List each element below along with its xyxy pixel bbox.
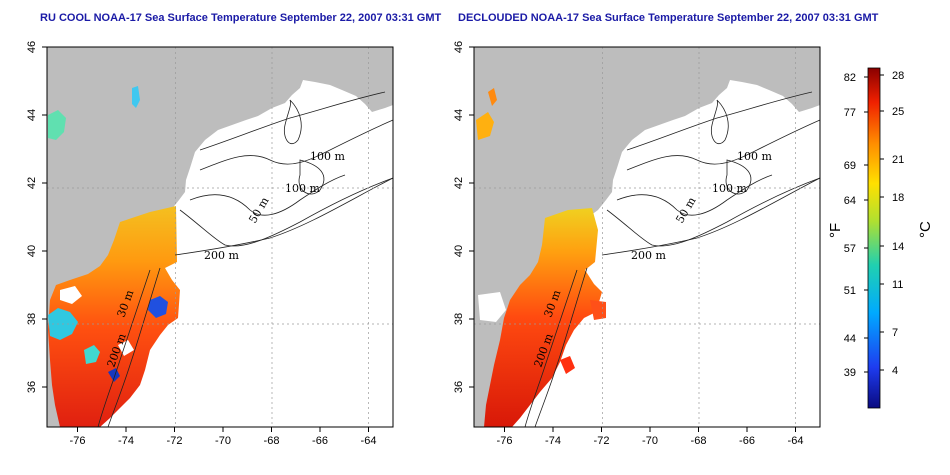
- sst-cool-patch: [84, 345, 100, 364]
- latitude-tick-label: 36: [26, 381, 38, 393]
- fahrenheit-tick-label: 77: [844, 107, 856, 119]
- sst-cool-patch: [132, 86, 140, 108]
- contour-label: 100 m: [737, 150, 772, 163]
- land-mass: [474, 47, 820, 427]
- axes-layer: -76 -74 -72 -70 -68 -66 -64 46 44 42 40 38 36 -76 -74 -…: [26, 41, 803, 447]
- land-mass: [47, 47, 393, 427]
- contour-label: 100 m: [285, 182, 320, 195]
- celsius-unit-label: °C: [917, 221, 934, 238]
- sst-swath-warm: [48, 206, 180, 427]
- bathymetry-contours: [97, 91, 394, 428]
- celsius-tick-label: 18: [892, 192, 904, 204]
- cloud-patch: [478, 292, 506, 322]
- fahrenheit-tick-label: 57: [844, 243, 856, 255]
- left-map-panel: 100 m 100 m 50 m 200 m 30 m 200 m: [46, 46, 394, 428]
- sst-cool-patch: [48, 110, 66, 140]
- longitude-tick-label: -66: [739, 435, 755, 447]
- celsius-tick-label: 11: [892, 279, 903, 291]
- right-map-panel: 100 m 100 m 50 m 200 m 30 m 200 m: [473, 46, 821, 428]
- sst-warm-patch: [488, 88, 497, 106]
- latitude-tick-label: 42: [453, 177, 465, 189]
- fahrenheit-tick-label: 39: [844, 367, 856, 379]
- bathymetry-contours: [524, 91, 821, 428]
- contour-label: 200 m: [204, 249, 239, 262]
- right-panel-title: DECLOUDED NOAA-17 Sea Surface Temperatur…: [458, 12, 879, 24]
- map-gridlines: [474, 47, 820, 427]
- fahrenheit-unit-label: °F: [827, 223, 844, 238]
- sst-cool-patch: [148, 296, 168, 318]
- fahrenheit-tick-label: 51: [844, 285, 856, 297]
- sst-warm-patch: [590, 300, 606, 320]
- celsius-tick-label: 7: [892, 327, 898, 339]
- longitude-tick-label: -76: [70, 435, 86, 447]
- celsius-tick-label: 28: [892, 70, 904, 82]
- longitude-tick-label: -74: [545, 435, 561, 447]
- fahrenheit-tick-label: 82: [844, 72, 856, 84]
- longitude-tick-label: -64: [361, 435, 377, 447]
- celsius-tick-label: 25: [892, 106, 904, 118]
- longitude-tick-label: -76: [497, 435, 513, 447]
- longitude-tick-label: -70: [215, 435, 231, 447]
- contour-label: 100 m: [310, 150, 345, 163]
- longitude-tick-label: -72: [167, 435, 183, 447]
- latitude-tick-label: 44: [453, 109, 465, 121]
- cloud-patch: [118, 340, 134, 356]
- longitude-tick-label: -72: [594, 435, 610, 447]
- contour-label: 200 m: [631, 249, 666, 262]
- latitude-tick-label: 46: [453, 41, 465, 53]
- sst-warm-patch: [560, 356, 575, 374]
- fahrenheit-tick-label: 44: [844, 333, 856, 345]
- sst-warm-patch: [476, 112, 494, 140]
- cloud-patch: [60, 286, 82, 304]
- sst-cool-patch: [108, 368, 120, 382]
- longitude-tick-label: -64: [788, 435, 804, 447]
- longitude-tick-label: -74: [118, 435, 134, 447]
- fahrenheit-tick-label: 69: [844, 160, 856, 172]
- longitude-tick-label: -68: [691, 435, 707, 447]
- longitude-tick-label: -70: [642, 435, 658, 447]
- colorbar-ticks: 82 77 69 64 57 51 44 39 28 25 21 18 14 11 7 4: [844, 70, 905, 379]
- map-frame: [473, 46, 821, 428]
- map-gridlines: [47, 47, 393, 427]
- latitude-tick-label: 38: [453, 313, 465, 325]
- contour-label: 100 m: [712, 182, 747, 195]
- map-frame: [46, 46, 394, 428]
- latitude-tick-label: 36: [453, 381, 465, 393]
- latitude-tick-label: 42: [26, 177, 38, 189]
- longitude-tick-label: -66: [312, 435, 328, 447]
- left-panel-title: RU COOL NOAA-17 Sea Surface Temperature …: [40, 12, 442, 24]
- sst-swath-warm: [484, 208, 602, 427]
- celsius-tick-label: 4: [892, 365, 898, 377]
- latitude-tick-label: 44: [26, 109, 38, 121]
- sst-colorbar: 82 77 69 64 57 51 44 39 28 25 21 18 14 11 7 4 °F °C: [827, 67, 934, 409]
- longitude-tick-label: -68: [264, 435, 280, 447]
- fahrenheit-tick-label: 64: [844, 195, 856, 207]
- colorbar-scale: [867, 67, 881, 409]
- latitude-tick-label: 38: [26, 313, 38, 325]
- latitude-tick-label: 40: [453, 245, 465, 257]
- celsius-tick-label: 14: [892, 241, 904, 253]
- latitude-tick-label: 40: [26, 245, 38, 257]
- celsius-tick-label: 21: [892, 154, 904, 166]
- latitude-tick-label: 46: [26, 41, 38, 53]
